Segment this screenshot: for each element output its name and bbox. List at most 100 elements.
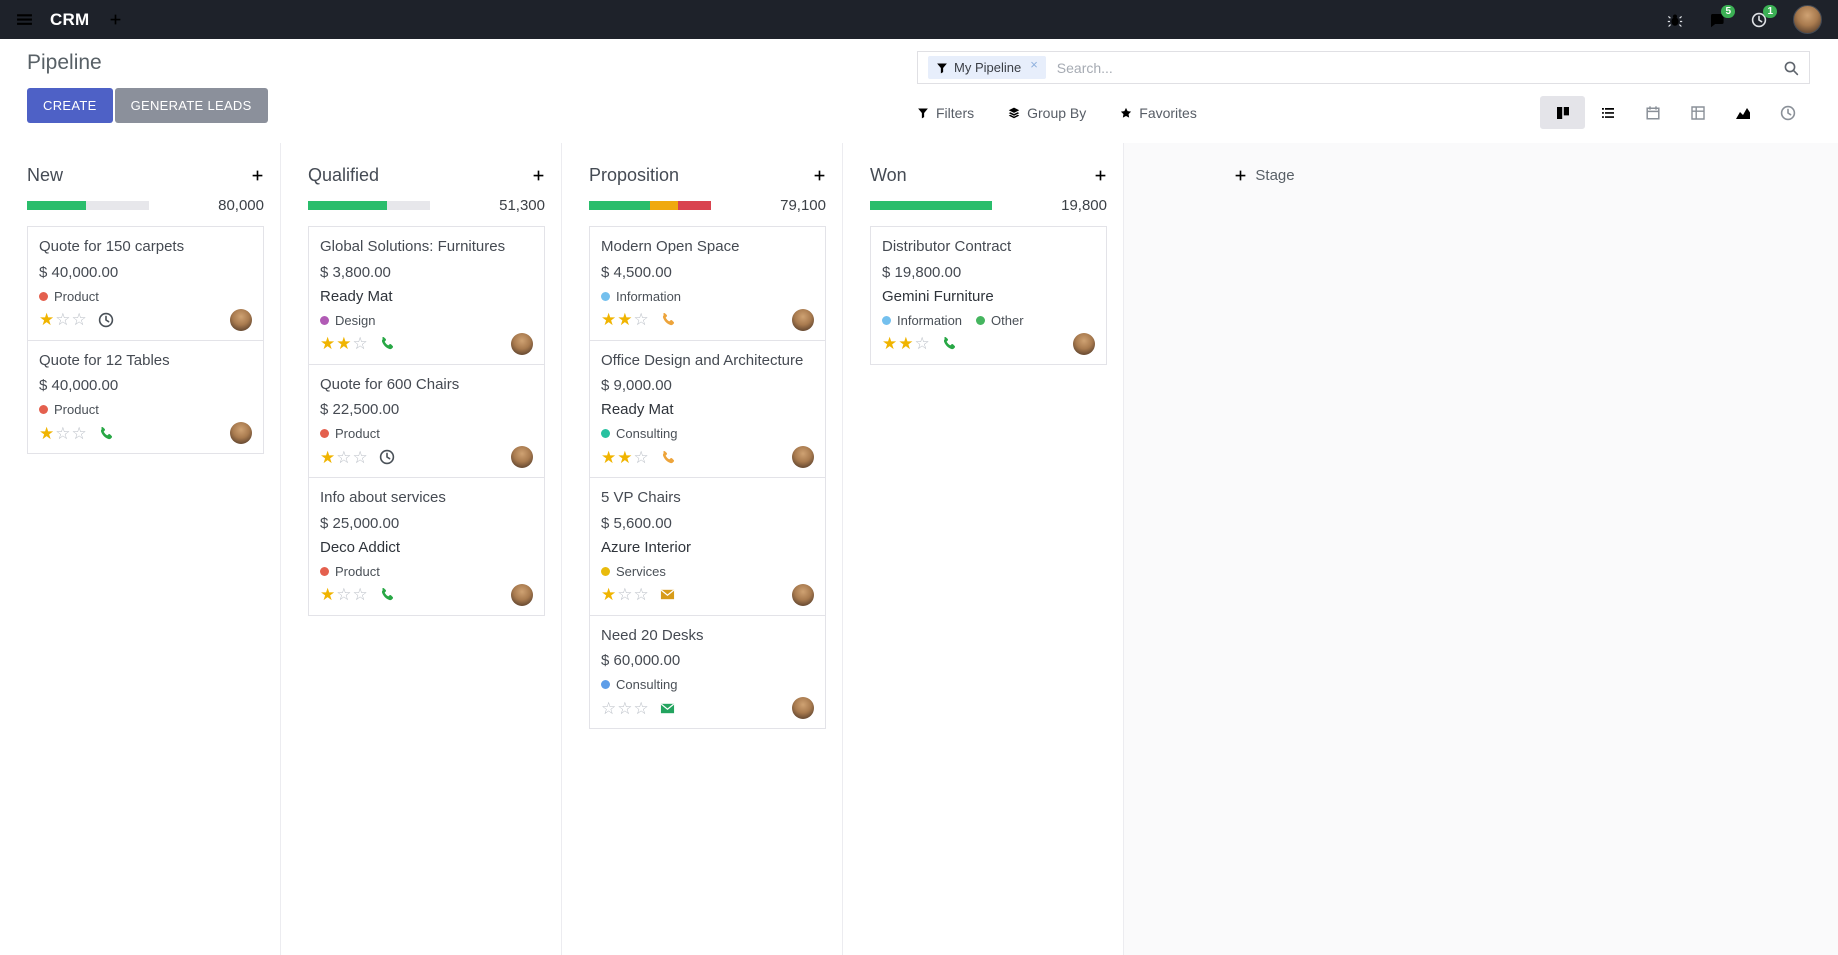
create-button[interactable]: CREATE	[27, 88, 113, 123]
activity-mail-icon[interactable]	[660, 587, 675, 602]
activity-clock-icon[interactable]	[98, 312, 114, 328]
add-stage-button[interactable]: Stage	[1124, 167, 1405, 184]
view-pivot-button[interactable]	[1675, 96, 1720, 129]
column-quick-add-button[interactable]	[251, 169, 264, 182]
activity-phone-icon[interactable]	[379, 336, 394, 351]
apps-menu-icon[interactable]	[12, 8, 36, 32]
card-tag: Design	[320, 313, 375, 328]
card-title: Distributor Contract	[882, 238, 1012, 255]
activities-clock-icon[interactable]: 1	[1751, 4, 1777, 28]
card-title: Global Solutions: Furnitures	[320, 238, 506, 255]
messages-icon[interactable]: 5	[1709, 4, 1735, 28]
avatar	[230, 308, 252, 331]
tag-color-dot	[882, 315, 891, 325]
card-amount: $ 60,000.00	[601, 652, 681, 669]
column-total: 51,300	[499, 197, 545, 214]
kanban-card[interactable]: Office Design and Architecture $ 9,000.0…	[589, 340, 826, 478]
tag-color-dot	[320, 566, 329, 576]
activity-mail-icon[interactable]	[660, 701, 675, 716]
view-list-button[interactable]	[1585, 96, 1630, 129]
priority-stars[interactable]: ★☆☆	[39, 423, 88, 443]
priority-stars[interactable]: ★☆☆	[320, 585, 369, 604]
activity-phone-icon[interactable]	[379, 587, 394, 602]
activity-clock-icon[interactable]	[379, 449, 395, 465]
calendar-icon	[1645, 105, 1661, 121]
view-calendar-button[interactable]	[1630, 96, 1675, 129]
kanban-card[interactable]: Info about services $ 25,000.00 Deco Add…	[308, 478, 545, 616]
column-total: 80,000	[218, 197, 264, 214]
column-total: 19,800	[1061, 197, 1107, 214]
avatar	[1073, 332, 1095, 355]
kanban-card[interactable]: Modern Open Space $ 4,500.00 Information…	[589, 226, 826, 341]
card-title: Quote for 12 Tables	[39, 351, 170, 369]
card-amount: $ 22,500.00	[320, 401, 400, 418]
avatar	[511, 446, 533, 468]
avatar	[792, 308, 814, 331]
activity-phone-icon[interactable]	[660, 450, 675, 465]
debug-bug-icon[interactable]	[1667, 12, 1683, 28]
activity-phone-icon[interactable]	[660, 312, 675, 327]
activity-clock-icon	[1780, 105, 1796, 121]
filters-button[interactable]: Filters	[917, 105, 974, 121]
tag-color-dot	[601, 429, 610, 438]
user-avatar[interactable]	[1793, 5, 1822, 34]
column-quick-add-button[interactable]	[813, 169, 826, 182]
view-graph-button[interactable]	[1720, 96, 1765, 129]
priority-stars[interactable]: ☆☆☆	[601, 698, 650, 718]
favorites-button[interactable]: Favorites	[1120, 105, 1197, 121]
search-icon[interactable]	[1783, 60, 1799, 76]
card-tag: Information	[882, 313, 962, 328]
kanban-card[interactable]: Quote for 600 Chairs $ 22,500.00 Product…	[308, 364, 545, 478]
facet-remove-icon[interactable]: ×	[1030, 57, 1038, 72]
tag-color-dot	[320, 315, 329, 325]
column-total: 79,100	[780, 197, 826, 214]
column-progressbar[interactable]	[27, 201, 149, 210]
add-icon[interactable]	[103, 8, 127, 32]
column-progressbar[interactable]	[870, 201, 992, 210]
pivot-icon	[1690, 105, 1706, 121]
kanban-card[interactable]: Quote for 12 Tables $ 40,000.00 Product …	[27, 340, 264, 454]
kanban-card[interactable]: Global Solutions: Furnitures $ 3,800.00 …	[308, 226, 545, 365]
column-quick-add-button[interactable]	[1094, 169, 1107, 182]
column-progressbar[interactable]	[308, 201, 430, 210]
priority-stars[interactable]: ★★☆	[882, 334, 931, 353]
kanban-card[interactable]: Need 20 Desks $ 60,000.00 Consulting ☆☆☆	[589, 615, 826, 729]
priority-stars[interactable]: ★☆☆	[39, 310, 88, 329]
search-facet-my-pipeline[interactable]: My Pipeline ×	[928, 56, 1046, 79]
avatar	[792, 583, 814, 606]
priority-stars[interactable]: ★★☆	[601, 310, 650, 329]
star-icon	[1120, 107, 1132, 119]
card-tag: Product	[320, 564, 380, 579]
card-tag: Consulting	[601, 677, 677, 692]
card-partner: Azure Interior	[601, 538, 692, 556]
card-title: Need 20 Desks	[601, 626, 704, 644]
app-name[interactable]: CRM	[50, 9, 90, 29]
view-kanban-button[interactable]	[1540, 96, 1585, 129]
card-amount: $ 25,000.00	[320, 514, 400, 532]
view-activity-button[interactable]	[1765, 96, 1810, 129]
control-panel: Pipeline CREATE GENERATE LEADS My Pipeli…	[0, 39, 1838, 143]
tag-color-dot	[39, 291, 48, 301]
generate-leads-button[interactable]: GENERATE LEADS	[114, 88, 268, 123]
priority-stars[interactable]: ★★☆	[601, 447, 650, 467]
kanban-card[interactable]: 5 VP Chairs $ 5,600.00 Azure Interior Se…	[589, 478, 826, 616]
kanban-card[interactable]: Distributor Contract $ 19,800.00 Gemini …	[870, 226, 1107, 365]
priority-stars[interactable]: ★★☆	[320, 334, 369, 353]
activity-phone-icon[interactable]	[98, 426, 113, 441]
kanban-card[interactable]: Quote for 150 carpets $ 40,000.00 Produc…	[27, 226, 264, 341]
column-progressbar[interactable]	[589, 201, 711, 210]
card-amount: $ 40,000.00	[39, 377, 119, 394]
card-tag: Product	[39, 402, 99, 417]
kanban-column-qualified: Qualified 51,300 Global Solutions: Furni…	[281, 143, 562, 955]
priority-stars[interactable]: ★☆☆	[320, 447, 369, 467]
top-navbar: CRM 5 1	[0, 0, 1838, 39]
card-partner: Gemini Furniture	[882, 287, 994, 305]
column-quick-add-button[interactable]	[532, 169, 545, 182]
activity-phone-icon[interactable]	[941, 336, 956, 351]
priority-stars[interactable]: ★☆☆	[601, 585, 650, 604]
card-title: Modern Open Space	[601, 238, 740, 255]
avatar	[792, 697, 814, 719]
avatar	[792, 446, 814, 468]
group-by-button[interactable]: Group By	[1008, 105, 1086, 121]
search-input[interactable]	[1054, 58, 1774, 77]
